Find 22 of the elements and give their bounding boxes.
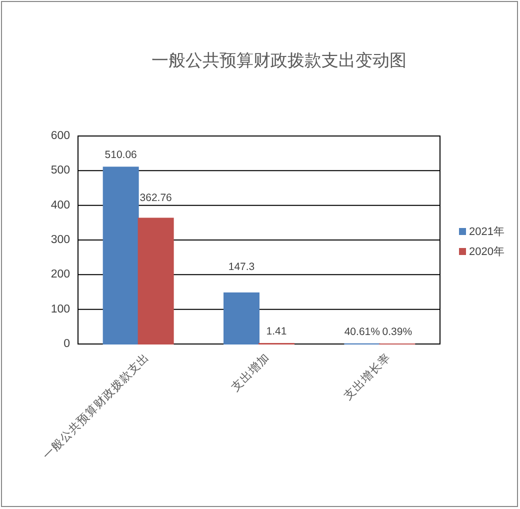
y-tick-label: 500 (50, 164, 70, 177)
data-label: 510.06 (104, 149, 138, 162)
x-tick-label: 一般公共预算财政拨款支出 (40, 351, 152, 462)
x-tick-label: 支出增加 (229, 351, 272, 394)
x-tick-label: 支出增长率 (340, 350, 393, 403)
data-label: 147.3 (228, 261, 255, 274)
y-tick-label: 300 (50, 234, 70, 246)
y-tick-label: 100 (50, 303, 70, 316)
data-label: 1.41 (266, 326, 287, 338)
chart-title: 一般公共预算财政拨款支出变动图 (152, 51, 406, 70)
data-label: 0.39% (382, 326, 412, 338)
data-label: 40.61% (344, 326, 380, 338)
y-tick-label: 0 (64, 338, 70, 350)
bar (138, 218, 174, 344)
y-tick-label: 600 (50, 130, 70, 142)
legend-label: 2021年 (469, 226, 504, 238)
data-label: 362.76 (140, 192, 172, 204)
y-tick-label: 200 (50, 268, 70, 281)
bar (224, 292, 260, 344)
y-tick-label: 400 (50, 199, 70, 212)
legend-label: 2020年 (469, 246, 504, 258)
bar (102, 166, 139, 344)
